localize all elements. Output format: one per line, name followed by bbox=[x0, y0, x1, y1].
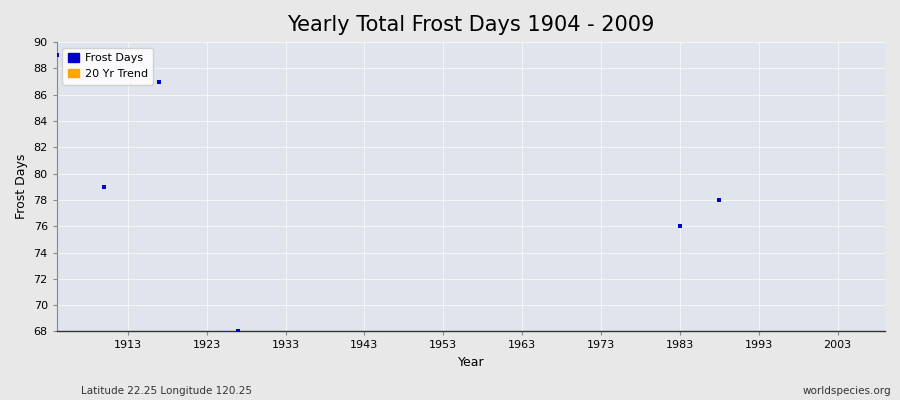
Title: Yearly Total Frost Days 1904 - 2009: Yearly Total Frost Days 1904 - 2009 bbox=[287, 15, 654, 35]
Y-axis label: Frost Days: Frost Days bbox=[15, 154, 28, 220]
Frost Days bbox=[152, 78, 166, 85]
Frost Days bbox=[672, 223, 687, 230]
Frost Days bbox=[231, 328, 246, 335]
Frost Days bbox=[97, 184, 112, 190]
Text: Latitude 22.25 Longitude 120.25: Latitude 22.25 Longitude 120.25 bbox=[81, 386, 252, 396]
Text: worldspecies.org: worldspecies.org bbox=[803, 386, 891, 396]
Legend: Frost Days, 20 Yr Trend: Frost Days, 20 Yr Trend bbox=[62, 48, 153, 84]
X-axis label: Year: Year bbox=[457, 356, 484, 369]
Frost Days bbox=[712, 197, 726, 203]
Frost Days bbox=[50, 52, 64, 58]
